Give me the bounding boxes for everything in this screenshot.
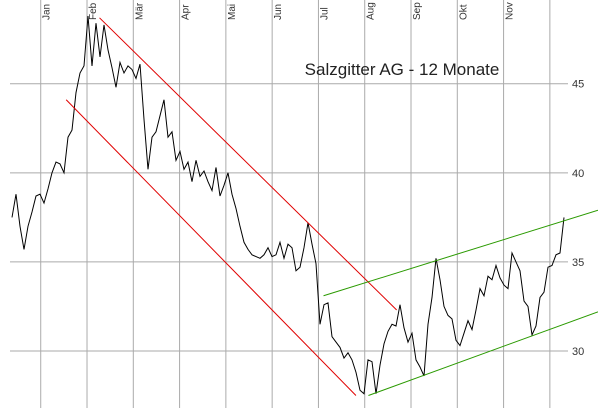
y-tick-label: 40 — [572, 168, 584, 180]
month-label: Jun — [273, 4, 284, 20]
month-label: Mai — [227, 4, 238, 20]
month-label: Jul — [319, 7, 330, 20]
month-label: Feb — [88, 2, 99, 20]
month-label: Jan — [42, 4, 53, 20]
month-label: Apr — [181, 4, 192, 20]
trend-line — [323, 209, 598, 297]
chart-title: Salzgitter AG - 12 Monate — [305, 60, 500, 79]
month-label: Sep — [412, 2, 423, 20]
price-line — [11, 15, 565, 395]
trend-line — [99, 17, 398, 311]
month-label: Nov — [505, 2, 516, 20]
month-label: Aug — [366, 2, 377, 20]
y-tick-label: 45 — [572, 79, 584, 91]
month-label: Okt — [458, 4, 469, 20]
trend-line — [65, 99, 357, 396]
month-label: Mär — [134, 2, 145, 20]
y-tick-label: 35 — [572, 257, 584, 269]
trend-line — [368, 311, 598, 396]
y-tick-label: 30 — [572, 346, 584, 358]
